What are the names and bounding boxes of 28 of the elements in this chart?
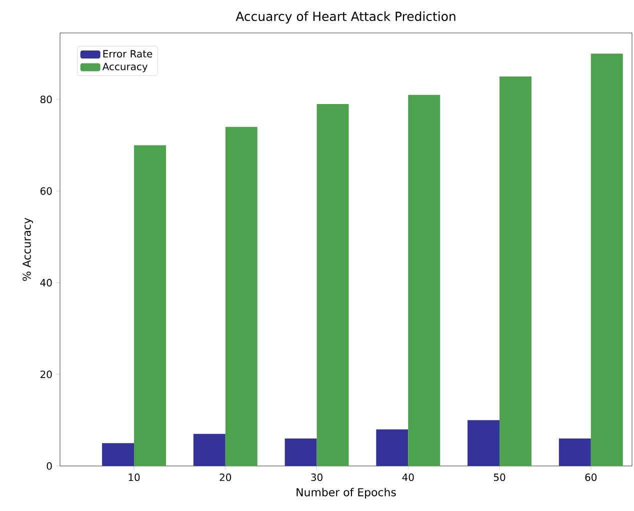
bar: [558, 438, 591, 466]
bar: [225, 126, 258, 466]
y-tick-label: 20: [40, 370, 52, 378]
bar: [500, 76, 532, 466]
bar: [193, 434, 226, 466]
y-tick-label: 80: [40, 96, 52, 104]
legend-label: Accuracy: [102, 62, 148, 72]
bar: [316, 104, 349, 466]
bar: [102, 443, 134, 466]
x-tick-label: 20: [220, 473, 232, 482]
x-axis-title: Number of Epochs: [296, 488, 396, 498]
bar: [134, 145, 166, 466]
bar: [590, 54, 623, 466]
x-tick-label: 40: [402, 473, 414, 482]
bar: [408, 94, 440, 466]
y-axis-title: % Accuracy: [22, 218, 33, 281]
legend-label: Error Rate: [103, 50, 152, 58]
bar: [376, 429, 408, 466]
y-tick-label: 40: [40, 278, 52, 286]
bar: [284, 438, 317, 466]
x-tick-label: 10: [128, 473, 140, 482]
x-tick-label: 50: [494, 473, 506, 482]
x-tick-label: 30: [311, 473, 322, 482]
y-tick-label: 0: [46, 462, 52, 470]
y-tick-label: 60: [40, 187, 52, 195]
chart-title: Accuarcy of Heart Attack Prediction: [236, 11, 456, 24]
bar: [468, 420, 500, 466]
x-tick-label: 60: [585, 473, 597, 482]
